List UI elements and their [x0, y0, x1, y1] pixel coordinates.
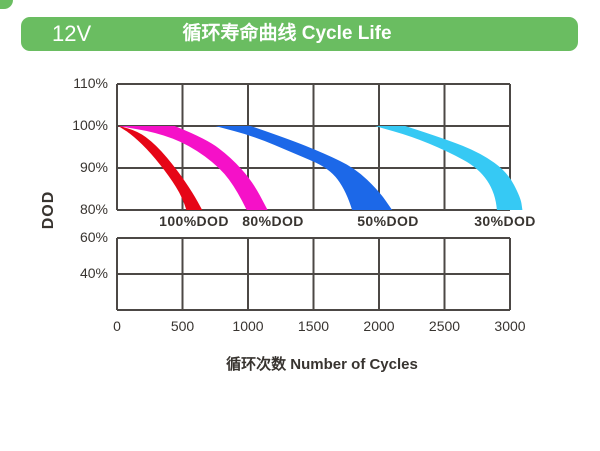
series-label-80dod: 80%DOD [242, 213, 304, 229]
x-axis-title: 循环次数 Number of Cycles [226, 356, 418, 373]
y-tick-110: 110% [73, 75, 108, 91]
series-label-100dod: 100%DOD [159, 213, 229, 229]
y-axis-title: DOD [40, 190, 57, 230]
x-tick-1000: 1000 [232, 318, 264, 334]
x-tick-1500: 1500 [297, 318, 330, 334]
y-tick-40: 40% [79, 265, 108, 281]
voltage-badge: 12V [52, 21, 92, 46]
band-50%DOD [215, 126, 393, 210]
x-tick-2000: 2000 [363, 318, 395, 334]
x-tick-0: 0 [113, 318, 121, 334]
x-tick-500: 500 [170, 318, 195, 334]
y-tick-100: 100% [72, 117, 108, 133]
y-tick-90: 90% [79, 159, 108, 175]
band-80%DOD [118, 126, 268, 210]
band-30%DOD [375, 126, 523, 210]
page-title: 循环寿命曲线 Cycle Life [182, 23, 392, 44]
x-tick-3000: 3000 [494, 318, 526, 334]
x-tick-2500: 2500 [428, 318, 461, 334]
corner-accent-shape [0, 0, 13, 9]
series-label-50dod: 50%DOD [357, 213, 419, 229]
header-bar: 12V 循环寿命曲线 Cycle Life [21, 17, 578, 51]
y-tick-80: 80% [79, 201, 108, 217]
band-100%DOD [118, 126, 203, 210]
y-tick-60: 60% [79, 229, 108, 245]
series-label-30dod: 30%DOD [474, 213, 536, 229]
